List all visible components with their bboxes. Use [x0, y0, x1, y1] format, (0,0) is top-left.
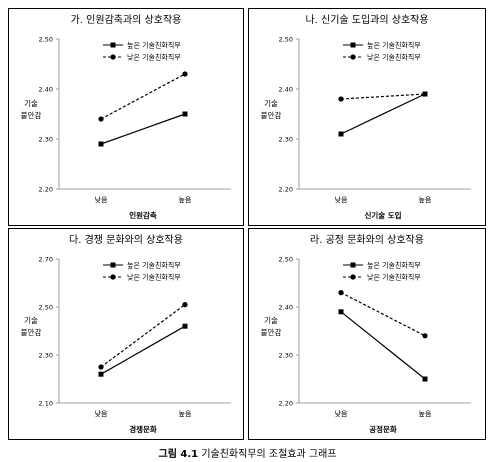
y-axis-label: 기술 [24, 316, 38, 325]
x-tick-label: 높음 [419, 410, 432, 418]
data-point-square [182, 111, 188, 117]
y-axis-label: 기술 [24, 99, 38, 108]
data-point-circle [110, 274, 116, 280]
series [338, 91, 428, 102]
data-point-circle [422, 333, 428, 339]
data-point-square [338, 131, 344, 137]
chart-title: 가. 인원감축과의 상호작용 [70, 15, 182, 26]
series-line [100, 304, 186, 368]
x-tick-label: 낮음 [335, 195, 348, 204]
x-tick-label: 낮음 [335, 409, 348, 418]
y-axis-label: 불안감 [261, 327, 282, 337]
data-point-circle [338, 96, 344, 102]
series-line [340, 292, 426, 337]
figure-label: 그림 4.1 [158, 449, 199, 460]
y-tick-label: 2.40 [279, 86, 293, 94]
y-tick-label: 2.50 [279, 36, 293, 44]
legend-label: 낮은 기술친화직무 [127, 273, 181, 282]
data-point-square [182, 323, 188, 329]
y-tick-label: 2.50 [39, 36, 53, 44]
y-tick-label: 2.50 [279, 256, 293, 264]
data-point-circle [110, 54, 116, 60]
series-line [340, 311, 426, 380]
y-tick-label: 2.50 [39, 304, 53, 312]
y-tick-label: 2.20 [279, 400, 293, 408]
x-axis-label: 인원감축 [129, 210, 157, 220]
series [98, 302, 188, 370]
y-tick-label: 2.10 [39, 400, 53, 408]
y-axis-label: 불안감 [21, 327, 42, 337]
x-tick-label: 낮음 [95, 409, 108, 418]
y-tick-label: 2.30 [39, 136, 53, 144]
y-axis-label: 불안감 [261, 110, 282, 120]
legend-label: 낮은 기술친화직무 [367, 53, 421, 62]
y-tick-label: 2.70 [39, 256, 53, 264]
x-tick-label: 높음 [179, 410, 192, 418]
legend-label: 높은 기술친화직무 [367, 41, 421, 50]
figure-caption-text: 기술친화직무의 조절효과 그래프 [201, 449, 337, 460]
data-point-circle [338, 290, 344, 296]
series [338, 290, 428, 339]
data-point-square [422, 376, 428, 382]
data-point-circle [350, 54, 356, 60]
y-tick-label: 2.20 [39, 186, 53, 194]
x-axis-label: 경쟁문화 [129, 424, 157, 434]
data-point-square [338, 309, 344, 315]
series [98, 323, 188, 377]
data-point-square [110, 42, 116, 48]
x-tick-label: 높음 [179, 196, 192, 204]
legend-label: 높은 기술친화직무 [127, 41, 181, 50]
series [98, 111, 188, 147]
series [98, 71, 188, 122]
y-tick-label: 2.20 [279, 186, 293, 194]
series-line [100, 113, 186, 145]
series-line [100, 73, 186, 120]
y-axis-label: 기술 [264, 316, 278, 325]
y-tick-label: 2.40 [39, 86, 53, 94]
y-tick-label: 2.30 [279, 136, 293, 144]
x-axis-label: 신기술 도입 [364, 210, 401, 220]
series-line [100, 325, 186, 375]
chart-title: 라. 공정 문화와의 상호작용 [310, 235, 424, 246]
data-point-circle [422, 91, 428, 97]
data-point-square [350, 42, 356, 48]
data-point-circle [98, 364, 104, 370]
data-point-circle [182, 302, 188, 308]
x-tick-label: 낮음 [95, 195, 108, 204]
chart-title: 나. 신기술 도입과의 상호작용 [305, 15, 429, 26]
data-point-circle [182, 71, 188, 77]
data-point-square [98, 371, 104, 377]
series [338, 309, 428, 382]
data-point-square [350, 262, 356, 268]
x-axis-label: 공정문화 [369, 424, 397, 434]
data-point-circle [98, 116, 104, 122]
x-tick-label: 높음 [419, 196, 432, 204]
series-line [340, 93, 426, 135]
legend-label: 낮은 기술친화직무 [367, 273, 421, 282]
data-point-circle [350, 274, 356, 280]
chart-title: 다. 경쟁 문화와의 상호작용 [69, 235, 183, 246]
legend-label: 낮은 기술친화직무 [127, 53, 181, 62]
y-tick-label: 2.30 [39, 352, 53, 360]
y-tick-label: 2.30 [279, 352, 293, 360]
figure-caption: 그림 4.1 기술친화직무의 조절효과 그래프 [0, 445, 495, 460]
legend-label: 높은 기술친화직무 [367, 261, 421, 270]
data-point-square [110, 262, 116, 268]
series-line [340, 93, 426, 100]
y-axis-label: 불안감 [21, 110, 42, 120]
y-axis-label: 기술 [264, 99, 278, 108]
legend-label: 높은 기술친화직무 [127, 261, 181, 270]
data-point-square [98, 141, 104, 147]
y-tick-label: 2.40 [279, 304, 293, 312]
